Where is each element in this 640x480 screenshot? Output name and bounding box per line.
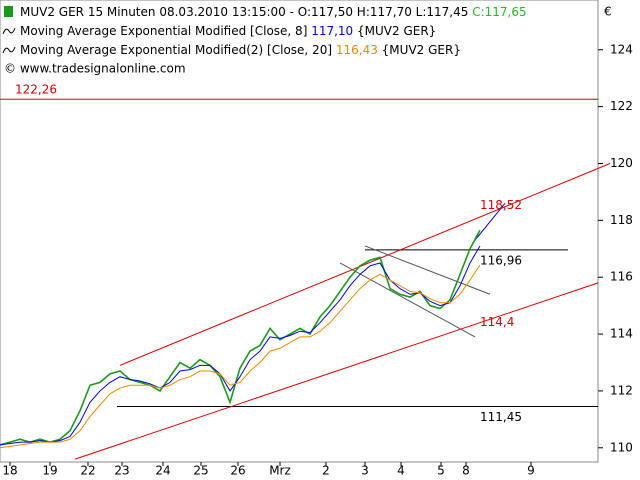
header-line: MUV2 GER 15 Minuten 08.03.2010 13:15:00 … — [20, 5, 527, 19]
legend-symbol: {MUV2 GER} — [357, 24, 436, 38]
x-tick-label: 24 — [155, 464, 170, 478]
series-line — [0, 245, 481, 446]
legend-symbol: {MUV2 GER} — [382, 43, 461, 57]
legend-icon — [2, 27, 16, 35]
trend-line — [474, 202, 506, 241]
currency: € — [604, 5, 612, 19]
trend-line — [339, 262, 476, 338]
x-tick-label: 9 — [527, 464, 535, 478]
x-tick-label: 3 — [361, 464, 369, 478]
series-line — [0, 229, 481, 446]
y-tick-label: 118 — [610, 213, 633, 227]
x-tick-label: 18 — [2, 464, 17, 478]
icon — [4, 6, 13, 17]
y-tick-label: 122 — [610, 99, 633, 113]
legend-icon — [2, 46, 16, 54]
trend-line — [74, 282, 599, 460]
level-label: 116,96 — [480, 253, 522, 267]
x-tick-label: 8 — [462, 464, 470, 478]
source: © www.tradesignalonline.com — [4, 62, 186, 76]
level-label: 122,26 — [15, 83, 57, 97]
y-tick-label: 112 — [610, 383, 633, 397]
x-tick-label: 23 — [114, 464, 129, 478]
x-tick-label: 5 — [437, 464, 445, 478]
header: MUV2 GER 15 Minuten 08.03.2010 13:15:00 … — [2, 5, 612, 76]
subtitle: 08.03.2010 13:15:00 - O:117,50 H:117,70 … — [159, 5, 468, 19]
annotation: 114,4 — [480, 315, 514, 329]
x-tick-label: 25 — [193, 464, 208, 478]
annotation: 118,52 — [480, 198, 522, 212]
x-tick-label: 4 — [397, 464, 405, 478]
trend-line — [119, 163, 611, 366]
legend-name: Moving Average Exponential Modified(2) [… — [20, 43, 332, 57]
trend-line — [364, 245, 491, 295]
close-label: C:117,65 — [472, 5, 526, 19]
legend-entry: Moving Average Exponential Modified [Clo… — [20, 24, 436, 38]
x-tick-label: 2 — [322, 464, 330, 478]
x-tick-label: Mrz — [269, 464, 291, 478]
x-tick-label: 19 — [42, 464, 57, 478]
y-tick-label: 120 — [610, 156, 633, 170]
y-tick-label: 124 — [610, 42, 633, 56]
legend-name: Moving Average Exponential Modified [Clo… — [20, 24, 307, 38]
legend-value: 116,43 — [336, 43, 378, 57]
title: MUV2 GER 15 Minuten — [20, 5, 156, 19]
x-tick-label: 22 — [80, 464, 95, 478]
x-tick-label: 26 — [230, 464, 245, 478]
legend-value: 117,10 — [311, 24, 353, 38]
series-line — [0, 264, 481, 449]
plot-area — [0, 0, 599, 463]
y-tick-label: 114 — [610, 327, 633, 341]
level-label: 111,45 — [480, 410, 522, 424]
y-tick-label: 116 — [610, 270, 633, 284]
legend-entry: Moving Average Exponential Modified(2) [… — [20, 43, 461, 57]
y-tick-label: 110 — [610, 440, 633, 454]
